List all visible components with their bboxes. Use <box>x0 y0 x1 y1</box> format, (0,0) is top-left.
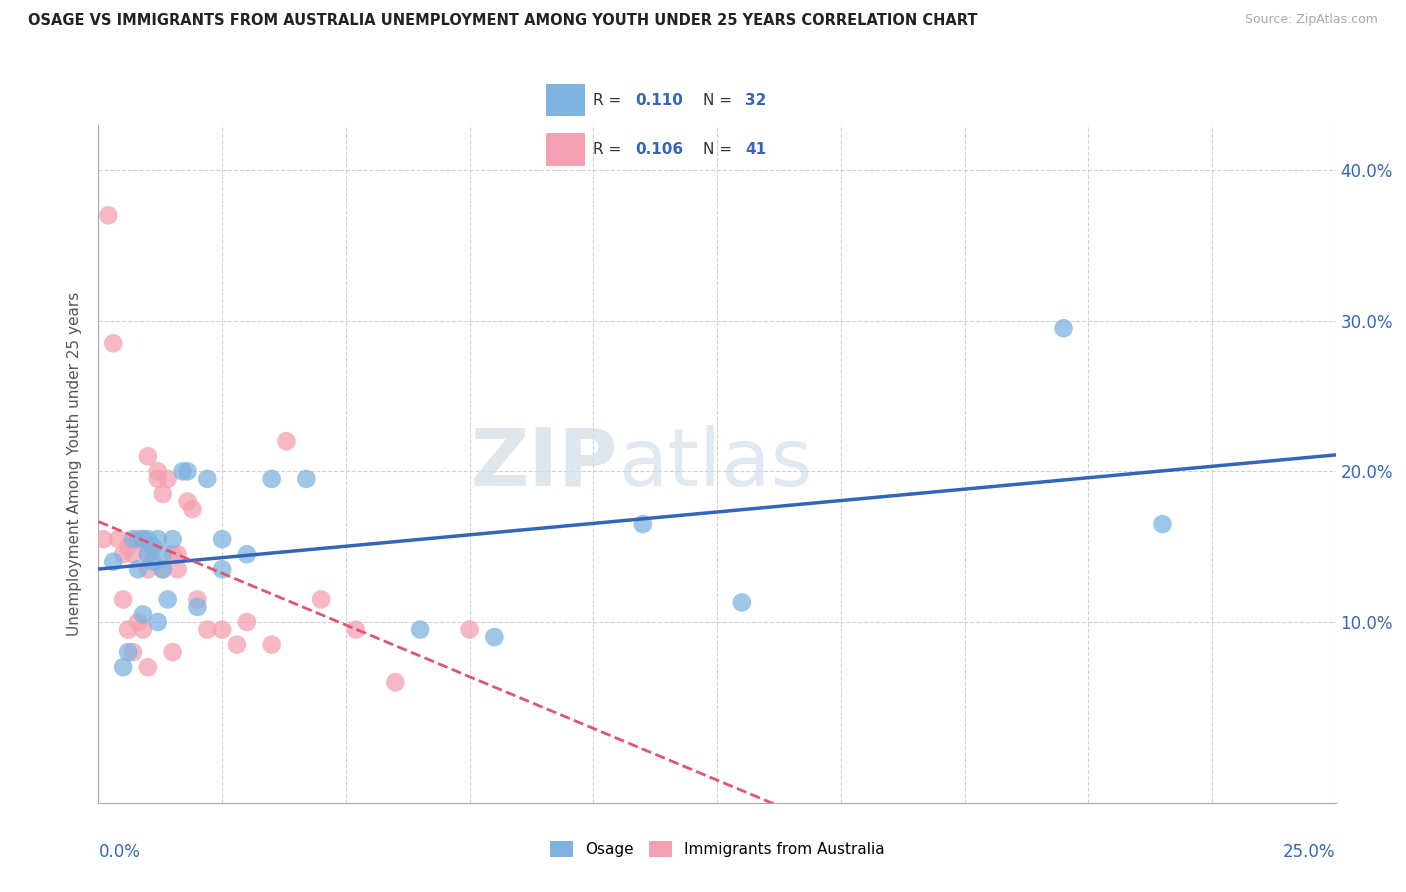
Point <box>236 547 259 561</box>
Point <box>107 532 129 546</box>
Point <box>136 562 159 576</box>
Text: Source: ZipAtlas.com: Source: ZipAtlas.com <box>1244 13 1378 27</box>
Point <box>127 532 149 546</box>
Point <box>136 660 159 674</box>
Text: ZIP: ZIP <box>471 425 619 503</box>
Point <box>226 638 249 652</box>
Point <box>132 532 155 546</box>
Point <box>93 532 115 546</box>
Point <box>162 532 184 546</box>
Point <box>195 472 218 486</box>
Point <box>162 547 184 561</box>
Point <box>132 607 155 622</box>
Point <box>176 494 198 508</box>
Point <box>122 645 145 659</box>
Text: 25.0%: 25.0% <box>1284 844 1336 862</box>
Point <box>484 630 506 644</box>
Point <box>236 615 259 629</box>
Point <box>112 592 135 607</box>
Point <box>211 562 233 576</box>
Point <box>136 532 159 546</box>
Text: atlas: atlas <box>619 425 813 503</box>
Point <box>122 547 145 561</box>
Point <box>152 547 174 561</box>
Point <box>276 434 298 449</box>
Point <box>146 464 169 478</box>
Point <box>112 660 135 674</box>
Point <box>195 623 218 637</box>
Text: R =: R = <box>593 93 627 108</box>
Point <box>132 532 155 546</box>
Point <box>146 472 169 486</box>
Point <box>112 547 135 561</box>
Point <box>186 592 208 607</box>
Text: N =: N = <box>703 142 737 157</box>
Point <box>172 464 194 478</box>
Point <box>260 638 283 652</box>
Point <box>127 615 149 629</box>
Text: 0.110: 0.110 <box>636 93 683 108</box>
Point <box>152 562 174 576</box>
Bar <box>546 84 585 116</box>
Point <box>731 595 754 609</box>
Point <box>103 555 125 569</box>
Point <box>166 547 188 561</box>
Bar <box>546 134 585 166</box>
Point <box>117 540 139 554</box>
Point <box>162 645 184 659</box>
Text: 32: 32 <box>745 93 766 108</box>
Point <box>295 472 318 486</box>
Point <box>166 562 188 576</box>
Point <box>136 547 159 561</box>
Point <box>384 675 406 690</box>
Point <box>176 464 198 478</box>
Point <box>146 615 169 629</box>
Point <box>132 623 155 637</box>
Point <box>181 502 204 516</box>
Point <box>117 645 139 659</box>
Point <box>409 623 432 637</box>
Point <box>142 540 165 554</box>
Point <box>156 592 179 607</box>
Point <box>142 540 165 554</box>
Point <box>186 599 208 614</box>
Point <box>211 532 233 546</box>
Point <box>97 208 120 222</box>
Text: 0.106: 0.106 <box>636 142 683 157</box>
Point <box>152 487 174 501</box>
Y-axis label: Unemployment Among Youth under 25 years: Unemployment Among Youth under 25 years <box>67 292 83 636</box>
Text: OSAGE VS IMMIGRANTS FROM AUSTRALIA UNEMPLOYMENT AMONG YOUTH UNDER 25 YEARS CORRE: OSAGE VS IMMIGRANTS FROM AUSTRALIA UNEMP… <box>28 13 977 29</box>
Point <box>211 623 233 637</box>
Text: 0.0%: 0.0% <box>98 844 141 862</box>
Point <box>117 623 139 637</box>
Point <box>156 472 179 486</box>
Point <box>136 547 159 561</box>
Point <box>103 336 125 351</box>
Point <box>136 450 159 464</box>
Text: N =: N = <box>703 93 737 108</box>
Point <box>309 592 332 607</box>
Point <box>122 532 145 546</box>
Text: 41: 41 <box>745 142 766 157</box>
Point <box>152 562 174 576</box>
Legend: Osage, Immigrants from Australia: Osage, Immigrants from Australia <box>544 835 890 863</box>
Point <box>146 532 169 546</box>
Point <box>142 555 165 569</box>
Point <box>344 623 367 637</box>
Text: R =: R = <box>593 142 627 157</box>
Point <box>1052 321 1074 335</box>
Point <box>1152 517 1174 532</box>
Point <box>631 517 654 532</box>
Point <box>127 562 149 576</box>
Point <box>260 472 283 486</box>
Point <box>458 623 481 637</box>
